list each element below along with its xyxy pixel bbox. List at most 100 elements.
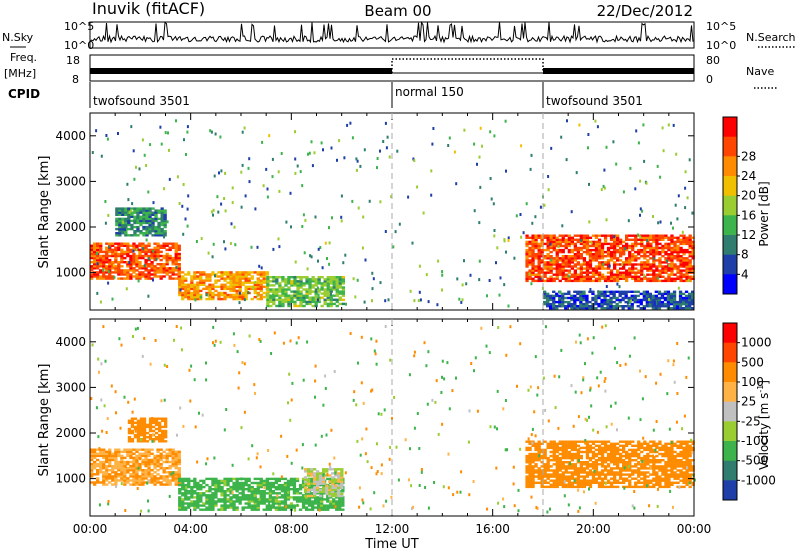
power-cell — [117, 252, 121, 256]
velocity-cell — [588, 473, 593, 476]
power-cell — [684, 305, 689, 308]
power-cell — [262, 281, 266, 284]
velocity-cell — [102, 462, 106, 466]
velocity-cell — [585, 461, 590, 464]
velocity-cell — [323, 504, 327, 507]
velocity-cell — [117, 452, 121, 455]
velocity-cell — [600, 471, 605, 474]
velocity-cell — [649, 485, 653, 489]
power-cell — [266, 276, 270, 279]
velocity-cell — [579, 465, 583, 468]
power-cell — [576, 248, 580, 252]
power-cell — [241, 293, 245, 297]
power-cell — [531, 279, 535, 283]
power-cell — [145, 211, 149, 214]
power-cell — [226, 285, 230, 288]
velocity-cell — [573, 440, 577, 443]
velocity-cell — [600, 477, 605, 480]
velocity-cell — [525, 448, 529, 452]
power-cell — [293, 302, 297, 306]
velocity-cell — [564, 471, 568, 474]
cpid-segment-2: normal 150 — [395, 85, 464, 99]
velocity-cell — [187, 490, 191, 493]
velocity-cell — [286, 479, 291, 483]
velocity-cell — [609, 459, 614, 462]
velocity-cell — [133, 436, 138, 439]
power-cell — [127, 227, 131, 231]
power-cell — [640, 271, 644, 274]
power-cell — [684, 298, 689, 302]
power-cell — [531, 242, 535, 246]
velocity-cell — [622, 440, 626, 443]
power-cell — [585, 307, 589, 310]
power-cell — [667, 248, 671, 252]
power-cell — [631, 248, 635, 252]
velocity-cell — [603, 473, 608, 476]
power-cell — [585, 263, 590, 266]
velocity-cell — [90, 473, 94, 476]
power-cell — [663, 298, 668, 302]
power-scatter-cell — [175, 119, 177, 123]
velocity-cell — [622, 444, 626, 447]
power-cell — [549, 294, 553, 298]
power-cell — [558, 294, 562, 298]
velocity-cell — [99, 467, 103, 470]
velocity-cell — [528, 485, 532, 489]
power-cell — [682, 253, 686, 256]
velocity-cell — [271, 485, 275, 489]
power-cell — [126, 244, 130, 247]
power-cell — [588, 305, 592, 308]
power-cell — [238, 293, 242, 297]
power-cell — [174, 242, 178, 245]
power-cell — [558, 298, 562, 302]
power-cell — [688, 263, 692, 266]
velocity-cell — [616, 473, 620, 476]
power-cell — [181, 275, 185, 278]
power-cell — [628, 246, 632, 250]
power-scatter-cell — [272, 293, 275, 297]
power-cell — [640, 279, 644, 283]
power-scatter-cell — [661, 126, 664, 130]
velocity-cell — [585, 442, 590, 445]
power-cell — [220, 297, 224, 301]
power-cell — [144, 244, 148, 247]
velocity-cell — [655, 475, 659, 478]
velocity-cell — [174, 477, 178, 480]
power-cell — [93, 261, 97, 264]
power-cell — [196, 295, 200, 299]
power-cell — [147, 250, 151, 254]
power-cell — [633, 300, 637, 304]
power-cell — [335, 298, 339, 301]
power-cell — [655, 253, 659, 256]
power-cell — [187, 271, 191, 274]
power-cell — [235, 275, 239, 278]
velocity-cell — [108, 469, 112, 472]
power-cell — [691, 298, 695, 302]
velocity-cell — [576, 485, 580, 489]
velocity-cell — [151, 429, 156, 433]
velocity-cell — [579, 461, 583, 464]
velocity-cell — [555, 465, 559, 468]
velocity-cell — [609, 483, 614, 486]
power-cell — [561, 267, 565, 270]
power-cell — [525, 279, 529, 283]
power-cell — [168, 267, 172, 270]
power-cell — [667, 269, 671, 272]
power-colorbar-swatch — [723, 235, 737, 256]
power-cell — [591, 273, 596, 276]
power-cell — [588, 261, 593, 264]
power-cell — [688, 250, 692, 254]
power-cell — [631, 246, 635, 250]
velocity-cell — [256, 485, 260, 489]
power-cell — [558, 259, 562, 262]
power-cell — [144, 261, 148, 264]
power-ytick-label: 1000 — [55, 266, 86, 280]
power-cell — [266, 288, 270, 291]
power-cell — [561, 265, 565, 268]
power-cell — [196, 291, 200, 295]
velocity-cell — [561, 446, 565, 450]
velocity-cell — [174, 456, 178, 460]
power-cell — [543, 275, 547, 278]
power-cell — [688, 234, 692, 237]
velocity-cell — [616, 446, 620, 450]
